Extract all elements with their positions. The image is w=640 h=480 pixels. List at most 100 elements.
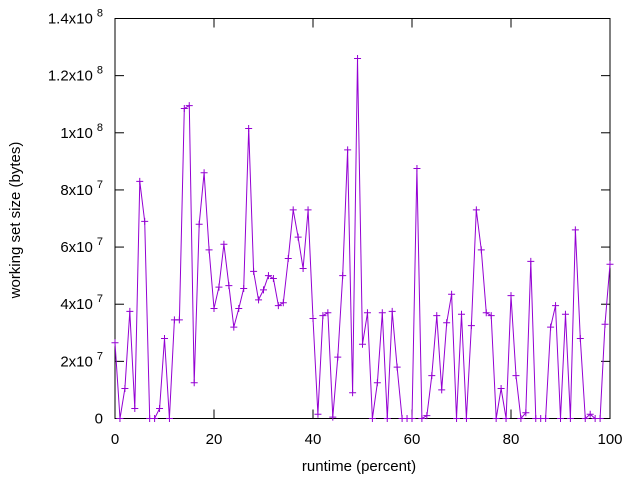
- data-point: [557, 415, 564, 422]
- x-tick-label: 0: [111, 431, 119, 448]
- data-point: [547, 323, 555, 331]
- series-line: [114, 58, 611, 420]
- data-point: [195, 220, 203, 228]
- data-point: [359, 340, 366, 348]
- data-point: [260, 286, 267, 294]
- data-point: [363, 309, 371, 317]
- data-point: [586, 410, 594, 418]
- data-point: [245, 125, 253, 132]
- data-point: [329, 413, 337, 421]
- data-point: [185, 102, 193, 110]
- data-point: [180, 105, 188, 112]
- x-tick-labels: 0 20 40 60 80 100: [111, 431, 623, 448]
- data-point: [190, 379, 198, 387]
- x-tick-label: 80: [503, 431, 520, 448]
- data-point: [561, 310, 569, 318]
- data-point: [448, 290, 456, 298]
- x-axis-title: runtime (percent): [302, 458, 416, 475]
- data-point: [354, 55, 362, 62]
- data-point: [284, 255, 292, 262]
- data-point: [349, 389, 357, 397]
- data-point: [601, 320, 609, 328]
- data-point: [235, 305, 243, 312]
- y-tick-labels: 0 2x10 7 4x10 7 6x10 7 8x10 7 1x10 8 1.2x10 8 1.4x10 8: [48, 8, 103, 428]
- y-tick-label: 8x10 7: [60, 179, 103, 199]
- data-point: [151, 415, 159, 422]
- data-point: [269, 275, 277, 282]
- data-point: [274, 302, 282, 310]
- data-point: [368, 415, 376, 422]
- data-point: [423, 412, 431, 420]
- data-point: [215, 283, 223, 291]
- data-point: [255, 296, 263, 304]
- data-point: [116, 415, 124, 422]
- data-point: [314, 410, 322, 418]
- data-point: [462, 415, 470, 422]
- data-point: [576, 335, 584, 342]
- data-point: [378, 309, 386, 317]
- data-point: [339, 272, 347, 280]
- data-point: [482, 309, 490, 317]
- y-tick-label: 1.2x10 8: [48, 65, 103, 85]
- x-tick-label: 60: [404, 431, 421, 448]
- data-point: [522, 409, 530, 417]
- data-point: [136, 177, 144, 185]
- data-point: [324, 309, 332, 317]
- y-axis-title: working set size (bytes): [7, 142, 24, 300]
- data-point: [309, 315, 317, 322]
- x-tick-label: 100: [597, 431, 622, 448]
- data-point: [497, 385, 505, 392]
- y-tick-label: 2x10 7: [60, 350, 103, 370]
- data-point: [121, 385, 129, 392]
- y-tick-label: 1.4x10 8: [48, 8, 103, 28]
- data-point: [467, 322, 475, 330]
- data-point: [492, 415, 500, 422]
- data-point: [487, 312, 495, 320]
- data-point: [408, 415, 416, 422]
- data-point: [126, 307, 134, 315]
- data-point: [596, 415, 604, 422]
- data-point: [175, 316, 183, 324]
- data-point: [443, 319, 451, 327]
- data-point: [453, 415, 461, 422]
- data-point: [210, 305, 218, 312]
- data-point: [581, 415, 589, 422]
- y-tick-label: 6x10 7: [60, 236, 103, 256]
- data-point: [428, 372, 436, 380]
- axis-ticks: [114, 18, 611, 419]
- data-point: [299, 265, 307, 272]
- data-point: [264, 272, 272, 280]
- data-point: [161, 335, 168, 342]
- data-point: [319, 312, 327, 320]
- data-point: [606, 260, 614, 268]
- y-tick-label: 0: [95, 411, 103, 428]
- plot-frame: [114, 18, 611, 419]
- x-tick-label: 40: [305, 431, 322, 448]
- data-point: [289, 206, 297, 214]
- x-tick-label: 20: [206, 431, 223, 448]
- data-point: [413, 165, 421, 172]
- data-point: [383, 415, 391, 422]
- data-point: [472, 206, 480, 214]
- data-point: [205, 246, 213, 254]
- data-point: [507, 292, 515, 300]
- data-point: [131, 405, 139, 412]
- y-tick-label: 1x10 8: [60, 122, 103, 142]
- data-point: [388, 307, 396, 315]
- data-point: [458, 310, 465, 318]
- data-point: [141, 217, 149, 225]
- series-layer: [111, 55, 614, 422]
- data-point: [334, 353, 342, 361]
- data-point: [477, 246, 485, 254]
- y-tick-label: 4x10 7: [60, 293, 103, 313]
- data-point: [230, 323, 238, 331]
- data-point: [433, 312, 441, 320]
- data-point: [250, 267, 258, 275]
- data-point: [512, 372, 520, 380]
- data-point: [344, 146, 352, 154]
- data-point: [542, 415, 550, 422]
- data-point: [240, 285, 248, 292]
- data-point: [111, 339, 119, 347]
- data-point: [156, 405, 164, 412]
